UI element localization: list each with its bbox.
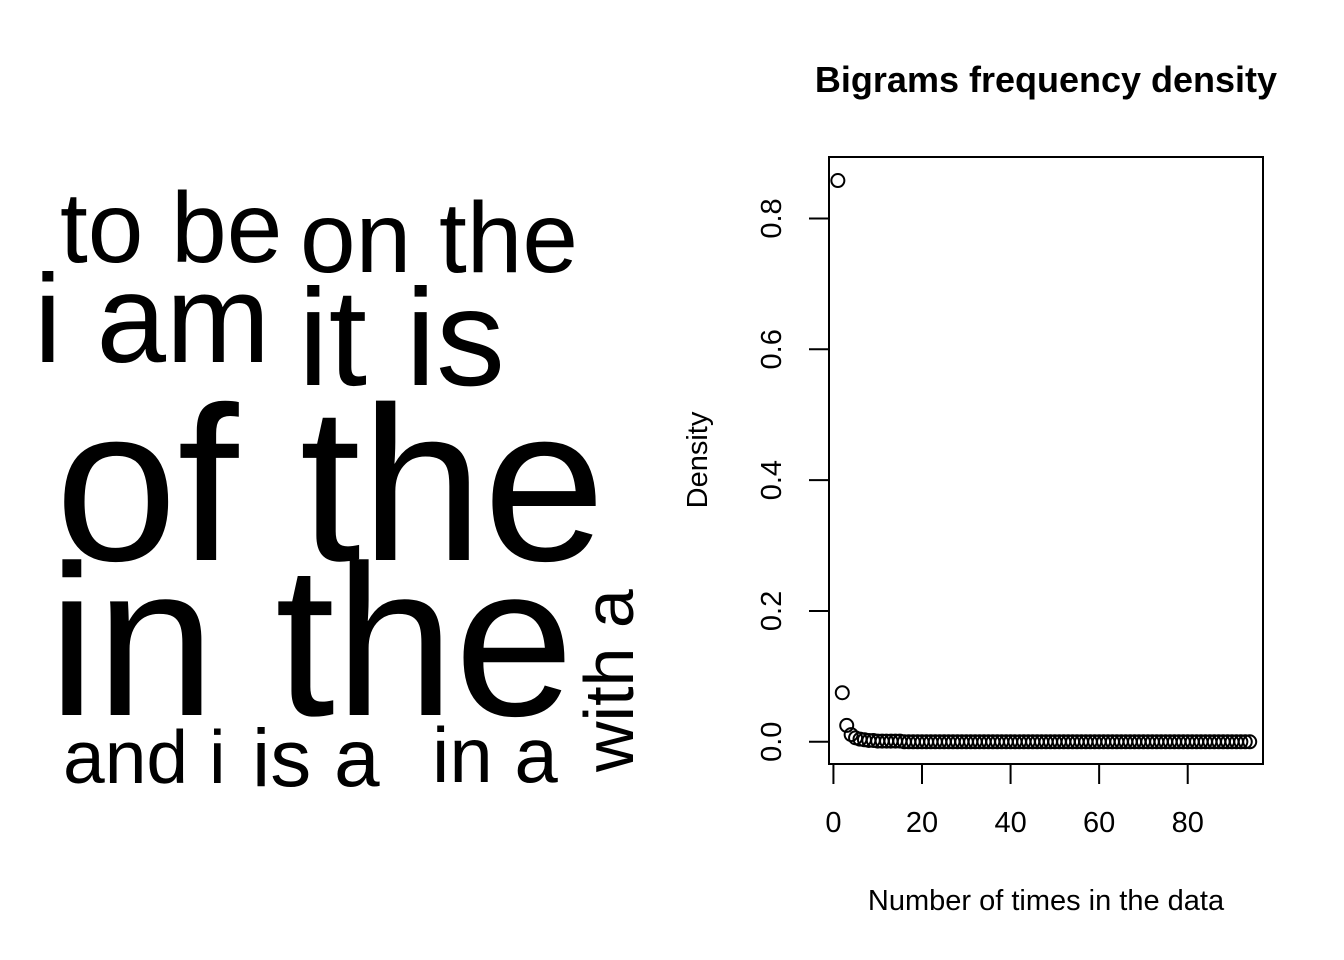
data-point — [830, 173, 846, 189]
data-point — [839, 717, 855, 733]
data-point — [1242, 734, 1258, 750]
data-point — [843, 727, 859, 743]
word-to-be: to be — [60, 172, 282, 284]
y-tick-label: 0.2 — [756, 591, 788, 631]
data-point — [1233, 734, 1249, 750]
x-tick-label: 80 — [1172, 807, 1204, 839]
word-and-i: and i — [63, 715, 226, 799]
data-point — [834, 685, 850, 701]
data-points — [830, 173, 1258, 750]
bigram-word-cloud: to be on the i am it is of the in the wi… — [34, 172, 648, 804]
y-tick-label: 0.6 — [756, 329, 788, 369]
x-axis-label: Number of times in the data — [868, 885, 1225, 917]
y-tick-label: 0.4 — [756, 460, 788, 500]
word-with-a: with a — [570, 589, 648, 773]
x-tick-label: 60 — [1083, 807, 1115, 839]
y-tick-label: 0.8 — [756, 198, 788, 238]
y-tick-label: 0.0 — [756, 722, 788, 762]
word-of-the: of the — [55, 361, 605, 607]
word-on-the: on the — [300, 182, 578, 294]
y-axis: 0.0 0.2 0.4 0.6 0.8 — [756, 198, 830, 762]
word-in-the: in the — [48, 520, 574, 761]
y-axis-label: Density — [682, 411, 714, 508]
x-tick-label: 20 — [906, 807, 938, 839]
plot-frame — [828, 156, 1264, 765]
chart-title: Bigrams frequency density — [815, 59, 1277, 100]
word-it-is: it is — [298, 261, 505, 415]
data-point — [1237, 734, 1253, 750]
word-i-am: i am — [34, 250, 270, 389]
x-axis: 0 20 40 60 80 — [825, 763, 1204, 839]
word-is-a: is a — [252, 713, 380, 804]
x-tick-label: 40 — [994, 807, 1026, 839]
x-tick-label: 0 — [825, 807, 841, 839]
word-in-a: in a — [432, 711, 558, 799]
